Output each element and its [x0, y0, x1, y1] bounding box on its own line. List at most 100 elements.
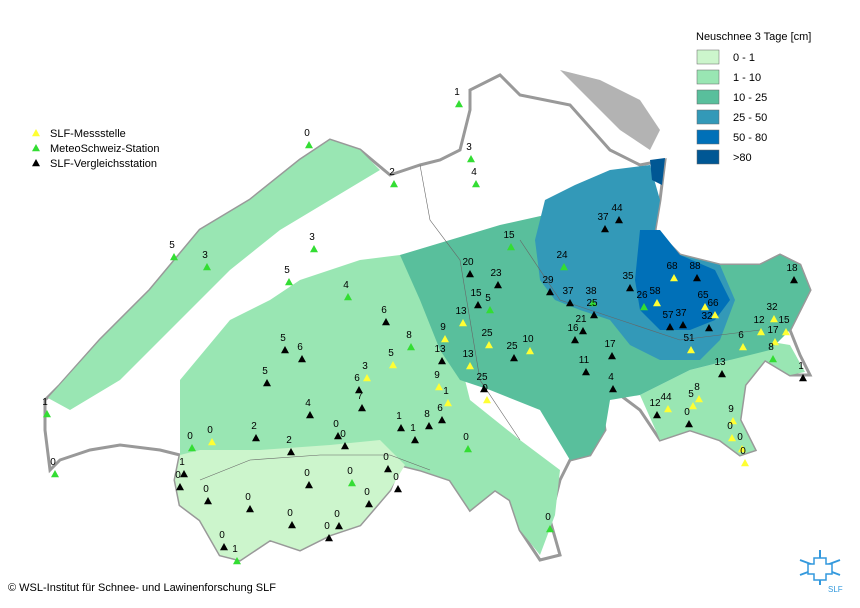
- station-marker: [601, 225, 609, 233]
- zone-1-10: [640, 340, 805, 455]
- station-value: 5: [485, 293, 491, 304]
- legend-label: 10 - 25: [733, 92, 767, 104]
- station-value: 2: [251, 421, 257, 432]
- station-marker: [407, 343, 415, 351]
- station-value: 21: [575, 314, 587, 325]
- station-marker: [608, 352, 616, 360]
- station-marker: [799, 374, 807, 382]
- station-value: 17: [604, 339, 616, 350]
- station-value: 4: [471, 167, 477, 178]
- lake: [560, 70, 660, 150]
- legend-swatch: [696, 69, 720, 85]
- station-marker: [176, 483, 184, 491]
- station-value: 0: [393, 472, 399, 483]
- legend-marker: [32, 129, 40, 137]
- station-marker: [466, 362, 474, 370]
- legend-swatch: [696, 49, 720, 65]
- station-marker: [526, 347, 534, 355]
- station-value: 37: [562, 286, 574, 297]
- station-value: 6: [354, 373, 360, 384]
- station-marker: [305, 481, 313, 489]
- station-value: 16: [567, 323, 579, 334]
- station-value: 1: [396, 411, 402, 422]
- station-marker: [180, 470, 188, 478]
- zone-over-80: [650, 158, 665, 185]
- station-value: 0: [684, 407, 690, 418]
- station-marker: [757, 328, 765, 336]
- station-marker: [252, 434, 260, 442]
- station-value: 0: [383, 452, 389, 463]
- station-marker: [281, 346, 289, 354]
- station-value: 3: [466, 142, 472, 153]
- station-marker: [480, 385, 488, 393]
- station-marker: [425, 422, 433, 430]
- station-value: 13: [714, 357, 726, 368]
- station-value: 15: [503, 230, 515, 241]
- station-marker: [348, 479, 356, 487]
- station-value: 0: [304, 128, 310, 139]
- station-value: 7: [357, 391, 363, 402]
- legend-label: SLF-Vergleichsstation: [50, 158, 157, 170]
- station-value: 11: [579, 355, 590, 366]
- copyright: © WSL-Institut für Schnee- und Lawinenfo…: [8, 582, 276, 594]
- logo-text: SLF: [828, 585, 843, 594]
- station-marker: [679, 321, 687, 329]
- station-value: 2: [389, 167, 395, 178]
- station-value: 10: [522, 334, 534, 345]
- station-value: 1: [179, 457, 185, 468]
- station-marker: [653, 299, 661, 307]
- legend-marker: [32, 144, 40, 152]
- station-marker: [444, 399, 452, 407]
- station-value: 0: [245, 492, 251, 503]
- station-value: 17: [767, 325, 779, 336]
- station-value: 0: [364, 487, 370, 498]
- station-value: 3: [202, 250, 208, 261]
- station-marker: [51, 470, 59, 478]
- station-marker: [170, 253, 178, 261]
- station-marker: [384, 465, 392, 473]
- station-marker: [233, 557, 241, 565]
- legend-marker: [32, 159, 40, 167]
- station-marker: [411, 436, 419, 444]
- station-marker: [285, 278, 293, 286]
- station-marker: [438, 357, 446, 365]
- legend-swatch: [696, 129, 720, 145]
- station-value: 0: [740, 446, 746, 457]
- station-marker: [306, 411, 314, 419]
- station-value: 23: [490, 268, 502, 279]
- station-marker: [590, 311, 598, 319]
- zone-0-1: [175, 440, 405, 560]
- station-marker: [566, 299, 574, 307]
- legend-label: MeteoSchweiz-Station: [50, 143, 159, 155]
- station-marker: [653, 411, 661, 419]
- station-value: 0: [175, 470, 181, 481]
- zone-1-10: [48, 140, 380, 410]
- station-value: 51: [683, 333, 695, 344]
- station-value: 0: [219, 530, 225, 541]
- station-value: 6: [437, 403, 443, 414]
- station-value: 0: [324, 521, 330, 532]
- station-value: 25: [586, 298, 598, 309]
- station-value: 0: [203, 484, 209, 495]
- station-marker: [693, 274, 701, 282]
- legend-label: >80: [733, 152, 752, 164]
- station-marker: [589, 299, 597, 307]
- station-marker: [208, 438, 216, 446]
- station-marker: [220, 543, 228, 551]
- station-marker: [486, 306, 494, 314]
- station-value: 4: [343, 280, 349, 291]
- station-marker: [203, 263, 211, 271]
- station-marker: [579, 327, 587, 335]
- station-value: 3: [362, 361, 368, 372]
- station-value: 1: [443, 386, 449, 397]
- station-value: 20: [462, 257, 474, 268]
- station-value: 9: [440, 322, 446, 333]
- station-marker: [389, 361, 397, 369]
- station-marker: [325, 534, 333, 542]
- station-marker: [782, 328, 790, 336]
- station-marker: [459, 319, 467, 327]
- station-marker: [288, 521, 296, 529]
